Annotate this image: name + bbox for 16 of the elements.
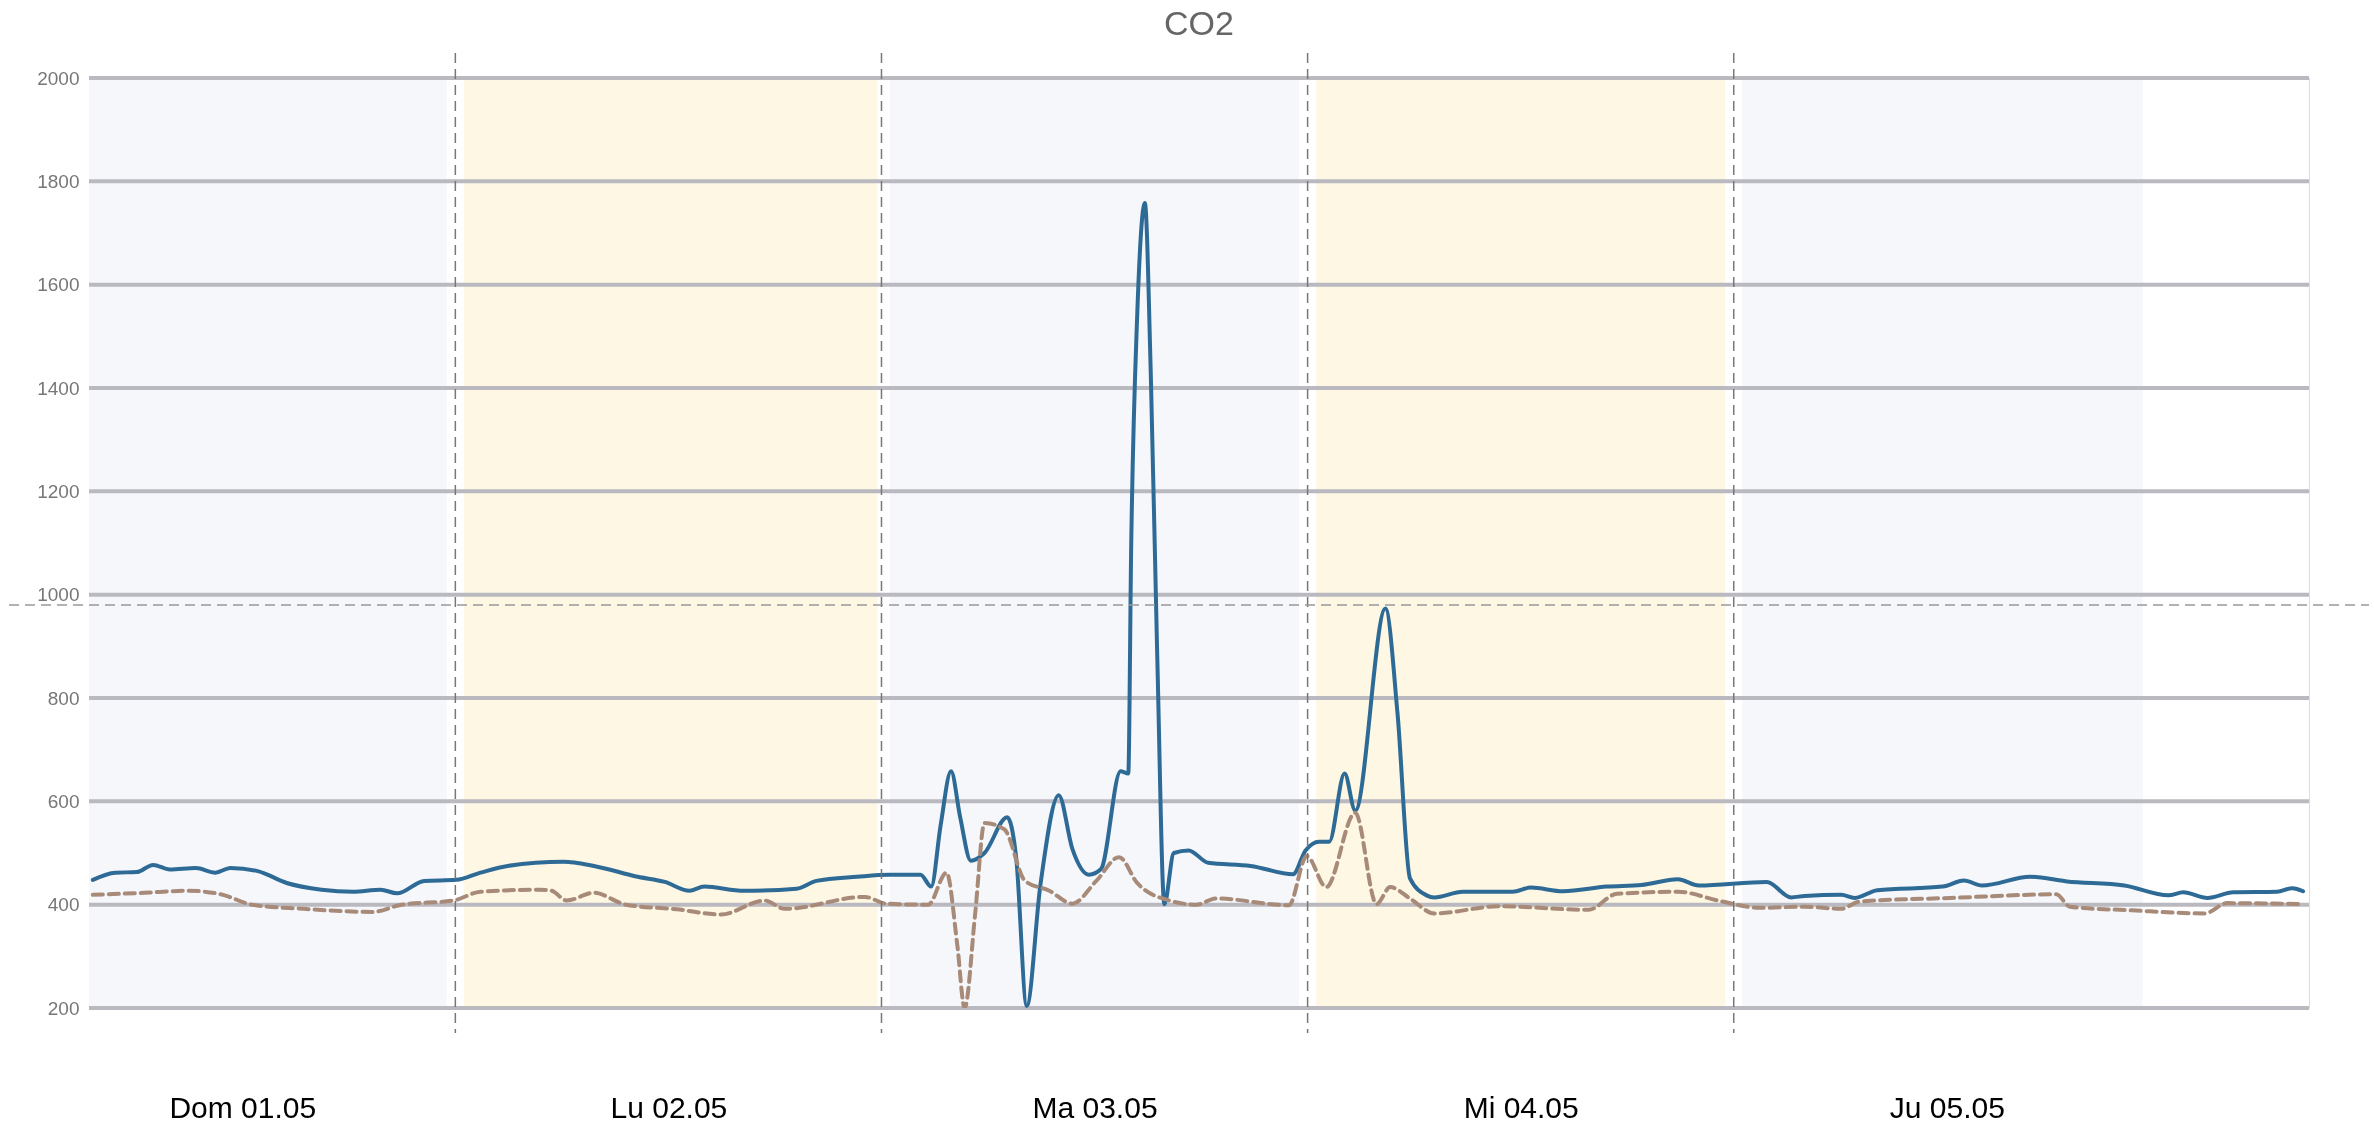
y-tick-label: 600 [47,790,80,812]
y-tick-label: 2000 [37,67,80,89]
y-tick-label: 1800 [37,170,80,192]
x-tick-label: Ma 03.05 [1032,1090,1158,1124]
x-tick-label: Ju 05.05 [1889,1090,2005,1124]
y-tick-label: 1200 [37,480,80,502]
y-tick-label: 200 [47,997,80,1019]
x-tick-label: Dom 01.05 [169,1090,317,1124]
y-tick-label: 400 [47,894,80,916]
y-tick-label: 1400 [37,377,80,399]
y-tick-label: 1000 [37,584,80,606]
x-tick-label: Mi 04.05 [1463,1090,1579,1124]
y-tick-label: 1600 [37,274,80,296]
chart-title: CO2 [1164,4,1234,43]
x-tick-label: Lu 02.05 [610,1090,728,1124]
y-tick-label: 800 [47,687,80,709]
